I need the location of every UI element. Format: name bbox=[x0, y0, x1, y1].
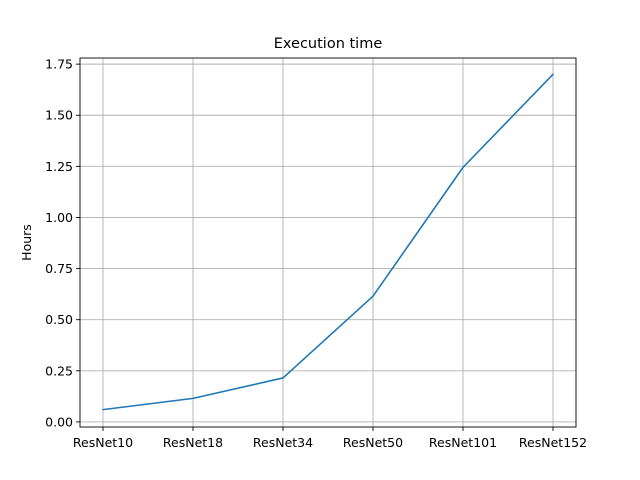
y-tick-label: 0.00 bbox=[45, 414, 73, 429]
plot-frame bbox=[79, 57, 577, 428]
y-tick-label: 1.25 bbox=[45, 159, 73, 174]
grid bbox=[80, 58, 576, 427]
y-tick-label: 0.50 bbox=[45, 312, 73, 327]
ticks: ResNet10 ResNet18 ResNet34 ResNet50 ResNet10… bbox=[45, 57, 587, 450]
y-tick-label: 1.00 bbox=[45, 210, 73, 225]
x-tick-label: ResNet34 bbox=[253, 435, 313, 450]
x-tick-label: ResNet152 bbox=[519, 435, 587, 450]
series-line bbox=[102, 73, 554, 411]
y-tick-label: 0.25 bbox=[45, 363, 73, 378]
x-tick-label: ResNet101 bbox=[429, 435, 497, 450]
y-tick-label: 1.50 bbox=[45, 108, 73, 123]
y-tick-label: 0.75 bbox=[45, 261, 73, 276]
x-tick-label: ResNet18 bbox=[163, 435, 223, 450]
x-tick-label: ResNet10 bbox=[73, 435, 133, 450]
x-tick-label: ResNet50 bbox=[343, 435, 403, 450]
chart-title: Execution time bbox=[274, 36, 383, 52]
y-axis-title: Hours bbox=[19, 224, 34, 261]
y-tick-label: 1.75 bbox=[45, 57, 73, 72]
series-layer bbox=[102, 73, 554, 411]
